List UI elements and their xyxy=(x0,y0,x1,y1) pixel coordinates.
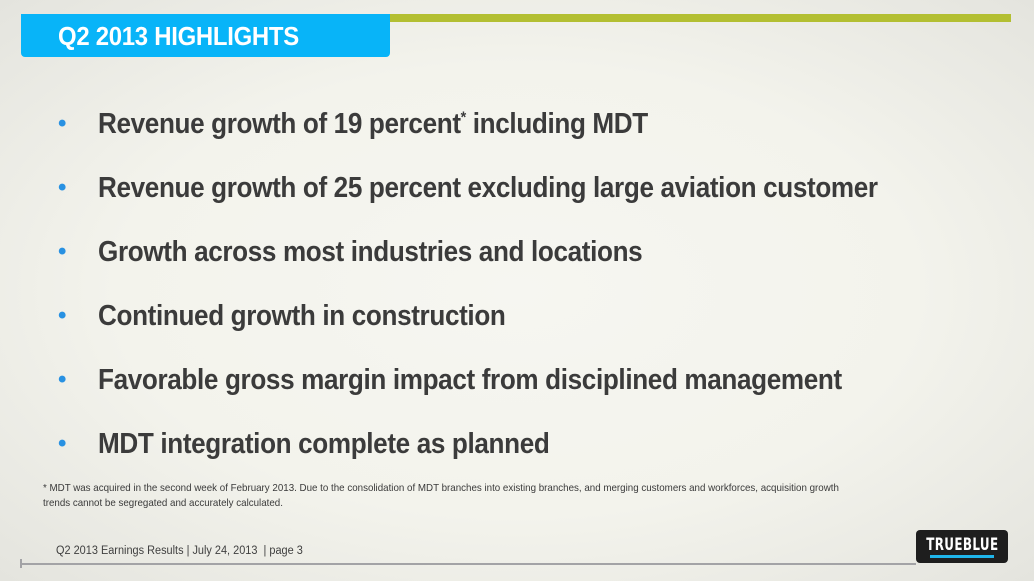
highlights-list: • Revenue growth of 19 percent* includin… xyxy=(58,92,964,476)
footer-rule xyxy=(21,563,916,565)
bullet-text: Revenue growth of 19 percent* including … xyxy=(98,107,648,140)
bullet-text: MDT integration complete as planned xyxy=(98,427,550,460)
list-item: • Continued growth in construction xyxy=(58,284,964,348)
footnote: * MDT was acquired in the second week of… xyxy=(43,482,839,509)
bullet-text: Revenue growth of 25 percent excluding l… xyxy=(98,171,878,204)
header-accent-bar xyxy=(385,14,1011,22)
title-banner: Q2 2013 HIGHLIGHTS xyxy=(21,14,390,57)
footer-text: Q2 2013 Earnings Results | July 24, 2013… xyxy=(56,545,303,557)
list-item: • Favorable gross margin impact from dis… xyxy=(58,348,964,412)
bullet-text: Favorable gross margin impact from disci… xyxy=(98,363,842,396)
bullet-icon: • xyxy=(58,430,67,457)
bullet-text: Growth across most industries and locati… xyxy=(98,235,643,268)
list-item: • Growth across most industries and loca… xyxy=(58,220,964,284)
list-item: • Revenue growth of 19 percent* includin… xyxy=(58,92,964,156)
trueblue-logo: TRUEBLUE xyxy=(916,530,1008,563)
bullet-text: Continued growth in construction xyxy=(98,299,506,332)
list-item: • MDT integration complete as planned xyxy=(58,412,964,476)
logo-underline xyxy=(930,554,994,558)
bullet-icon: • xyxy=(58,174,67,201)
bullet-icon: • xyxy=(58,302,67,329)
bullet-icon: • xyxy=(58,366,67,393)
bullet-icon: • xyxy=(58,110,67,137)
list-item: • Revenue growth of 25 percent excluding… xyxy=(58,156,964,220)
footnote-marker: * xyxy=(460,108,467,126)
logo-text: TRUEBLUE xyxy=(925,534,999,555)
bullet-icon: • xyxy=(58,238,67,265)
slide-title: Q2 2013 HIGHLIGHTS xyxy=(58,21,299,51)
